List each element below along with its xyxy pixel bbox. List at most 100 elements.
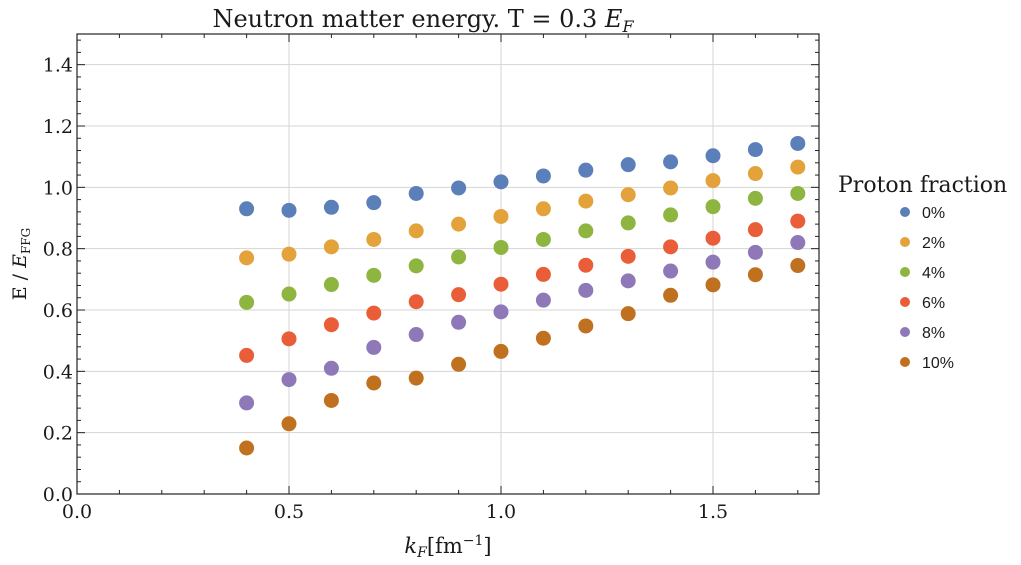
data-point [790, 213, 806, 229]
data-point [323, 317, 339, 333]
data-point [790, 235, 806, 251]
legend-marker [900, 327, 910, 337]
data-point [535, 201, 551, 217]
y-tick-label: 0.8 [43, 239, 73, 261]
data-point [493, 174, 509, 190]
chart-title: Neutron matter energy. T = 0.3 EF [212, 5, 634, 36]
legend-label: 8% [922, 325, 945, 342]
legend-marker [900, 297, 910, 307]
legend: Proton fraction 0% 2% 4% 6% 8% 10% [838, 173, 1007, 372]
data-point [281, 372, 297, 388]
data-point [323, 392, 339, 408]
x-axis-label: kF[fm−1] [404, 533, 491, 561]
data-point [535, 292, 551, 308]
legend-label: 0% [922, 205, 945, 222]
data-point [747, 166, 763, 182]
data-point [663, 207, 679, 223]
axis-ticks: 0.0 0.5 1.0 1.5 0.0 0.2 0.4 0.6 0.8 1.0 1.2 1.4 [43, 34, 819, 523]
data-point [451, 249, 467, 265]
data-point [281, 331, 297, 347]
data-point [408, 185, 424, 201]
data-point [620, 215, 636, 231]
data-point [408, 370, 424, 386]
data-point [281, 416, 297, 432]
data-point [705, 277, 721, 293]
data-point [790, 258, 806, 274]
data-point [366, 339, 382, 355]
data-point [281, 286, 297, 302]
x-tick-label: 0.5 [274, 501, 304, 523]
legend-marker [900, 237, 910, 247]
data-point [705, 254, 721, 270]
data-point [239, 250, 255, 266]
data-point [493, 304, 509, 320]
data-point [493, 343, 509, 359]
y-tick-label: 0.0 [43, 484, 73, 506]
y-axis-label: E / EFFG [9, 228, 33, 300]
data-point [366, 231, 382, 247]
data-point [239, 347, 255, 363]
data-point [747, 244, 763, 260]
data-point [663, 154, 679, 170]
data-point [705, 173, 721, 189]
data-point [578, 318, 594, 334]
data-point [451, 356, 467, 372]
data-point [535, 330, 551, 346]
data-point [705, 148, 721, 164]
data-point [451, 314, 467, 330]
data-point [366, 267, 382, 283]
data-point [239, 294, 255, 310]
legend-marker [900, 267, 910, 277]
data-point [578, 282, 594, 298]
data-point [620, 306, 636, 322]
data-point [408, 327, 424, 343]
data-point [535, 266, 551, 282]
data-point [366, 305, 382, 321]
data-point [239, 395, 255, 411]
y-tick-label: 1.0 [43, 177, 73, 199]
data-point [578, 162, 594, 178]
data-point [705, 230, 721, 246]
data-point [323, 199, 339, 215]
data-point [747, 190, 763, 206]
x-tick-label: 0.0 [62, 501, 92, 523]
data-point [323, 360, 339, 376]
data-point [366, 375, 382, 391]
data-point [408, 223, 424, 239]
x-tick-label: 1.5 [698, 501, 728, 523]
data-point [578, 193, 594, 209]
data-point [663, 263, 679, 279]
y-tick-label: 0.4 [43, 361, 73, 383]
data-point [790, 135, 806, 151]
y-tick-label: 1.4 [43, 55, 73, 77]
data-point [408, 294, 424, 310]
data-point [535, 168, 551, 184]
data-point [239, 440, 255, 456]
data-point [451, 180, 467, 196]
legend-marker [900, 357, 910, 367]
legend-label: 10% [922, 355, 954, 372]
data-point [747, 267, 763, 283]
data-point [790, 185, 806, 201]
legend-label: 2% [922, 235, 945, 252]
y-tick-label: 1.2 [43, 116, 73, 138]
data-point [705, 199, 721, 215]
x-tick-label: 1.0 [486, 501, 516, 523]
data-point [535, 231, 551, 247]
data-point [790, 159, 806, 175]
data-point [239, 201, 255, 217]
data-point [281, 202, 297, 218]
data-point [451, 216, 467, 232]
legend-items: 0% 2% 4% 6% 8% 10% [900, 205, 954, 372]
data-point [493, 239, 509, 255]
plot-frame [76, 33, 820, 495]
data-point [663, 239, 679, 255]
legend-marker [900, 207, 910, 217]
legend-label: 4% [922, 265, 945, 282]
data-point [747, 222, 763, 238]
data-point [323, 277, 339, 293]
data-point [493, 276, 509, 292]
data-point [493, 208, 509, 224]
legend-label: 6% [922, 295, 945, 312]
